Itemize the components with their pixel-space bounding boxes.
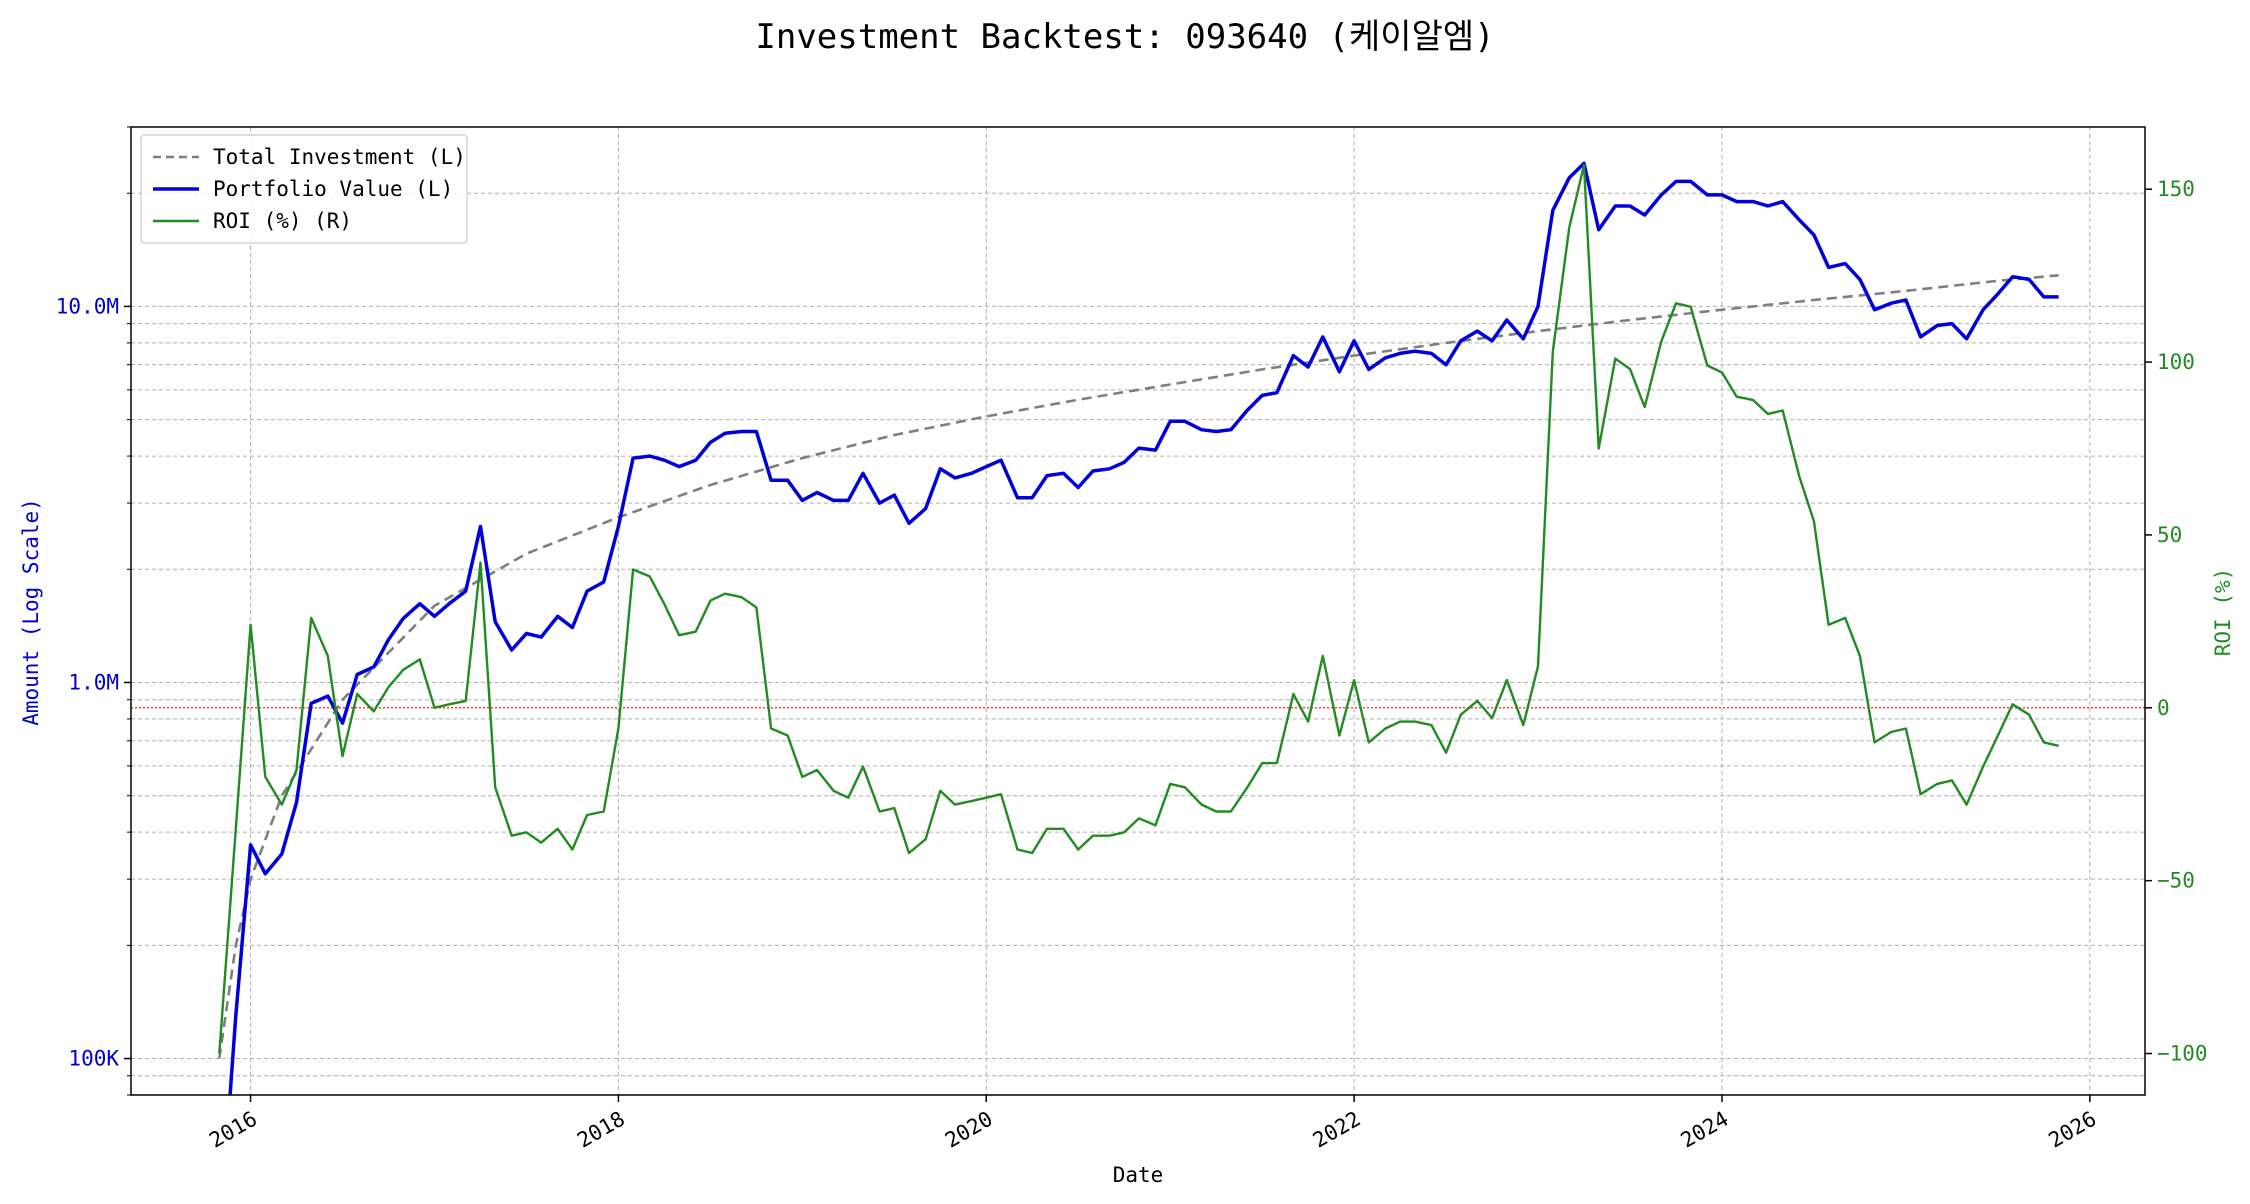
y-left-axis-label: Amount (Log Scale) <box>19 498 43 726</box>
axes-layer: 2016 2018 2020 2022 2024 2026 100K 1.0M 10.0M −10… <box>56 126 2208 1153</box>
y-left-tick-label: 100K <box>68 1047 119 1071</box>
y-right-tick-label: −50 <box>2157 869 2195 893</box>
x-tick-label: 2024 <box>1677 1107 1733 1153</box>
y-right-tick-label: 0 <box>2157 696 2170 720</box>
x-tick-label: 2022 <box>1309 1107 1365 1153</box>
plot-frame <box>130 126 2146 1096</box>
y-right-tick-label: −100 <box>2157 1042 2208 1066</box>
legend-box <box>140 134 468 244</box>
grid-layer <box>131 126 2145 1096</box>
legend-label-2: ROI (%) (R) <box>213 209 352 233</box>
x-tick-label: 2016 <box>205 1107 261 1153</box>
y-right-tick-label: 150 <box>2157 177 2195 201</box>
x-axis-label: Date <box>1113 1163 1164 1187</box>
y-left-tick-label: 1.0M <box>68 670 119 694</box>
series-line-2 <box>218 163 2059 1054</box>
x-tick-label: 2026 <box>2045 1107 2101 1153</box>
series-line-1 <box>228 161 2059 1095</box>
legend: Total Investment (L) Portfolio Value (L) R… <box>140 134 468 244</box>
series-line-0 <box>218 274 2059 1059</box>
series-layer <box>218 161 2059 1095</box>
y-right-tick-label: 50 <box>2157 523 2182 547</box>
legend-label-1: Portfolio Value (L) <box>213 177 453 201</box>
y-right-tick-label: 100 <box>2157 350 2195 374</box>
x-tick-label: 2020 <box>941 1107 997 1153</box>
y-right-axis-label: ROI (%) <box>2211 568 2235 657</box>
x-tick-label: 2018 <box>573 1107 629 1153</box>
y-left-tick-label: 10.0M <box>56 294 119 318</box>
chart-title: Investment Backtest: 093640 (케이알엠) <box>755 17 1494 57</box>
legend-label-0: Total Investment (L) <box>213 145 466 169</box>
